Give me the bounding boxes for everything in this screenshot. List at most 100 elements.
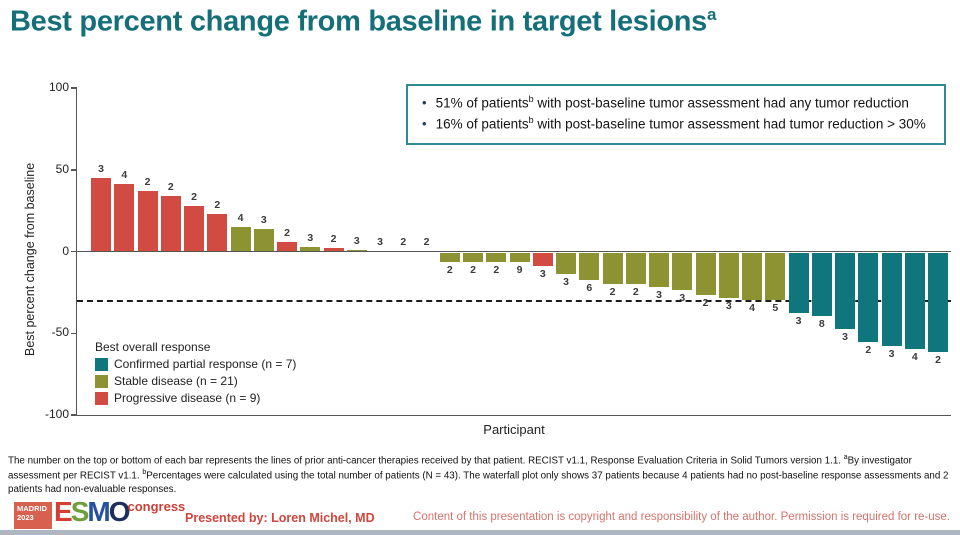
waterfall-bar	[928, 252, 948, 353]
text-segment: with post-baseline tumor assessment had …	[533, 95, 909, 111]
bar-prior-therapies-label: 2	[144, 176, 151, 188]
esmo-wordmark: ESMO	[54, 496, 130, 527]
bar-prior-therapies-label: 2	[214, 198, 221, 211]
bar-prior-therapies-label: 3	[679, 292, 686, 305]
bar-prior-therapies-label: 3	[888, 347, 895, 360]
bar-prior-therapies-label: 2	[191, 190, 197, 203]
waterfall-bar	[439, 252, 460, 263]
esmo-congress-logo: MADRID 2023 ESMO congress	[14, 498, 186, 529]
bar-prior-therapies-label: 3	[539, 267, 546, 280]
bar-prior-therapies-label: 2	[423, 235, 430, 248]
bar-prior-therapies-label: 2	[632, 285, 639, 298]
madrid-2023-badge: MADRID 2023	[14, 502, 52, 529]
text-segment: By investigator assessment per RECIST v1…	[8, 455, 912, 482]
y-tick-label: -100	[44, 407, 69, 421]
bar-prior-therapies-label: 3	[563, 275, 569, 288]
bar-prior-therapies-label: 2	[284, 226, 290, 239]
legend-title: Best overall response	[95, 340, 211, 354]
waterfall-bar	[881, 252, 902, 346]
bar-prior-therapies-label: 2	[330, 233, 337, 246]
waterfall-bar	[858, 252, 879, 343]
waterfall-bar	[346, 249, 367, 252]
esmo-letter: E	[54, 496, 73, 527]
waterfall-bar	[579, 252, 600, 281]
waterfall-bar	[184, 205, 204, 252]
y-tick-mark	[71, 414, 77, 416]
y-tick-label: 0	[62, 243, 69, 258]
badge-city: MADRID	[17, 504, 47, 513]
legend-swatch-teal	[95, 357, 108, 371]
y-tick-label: 50	[55, 161, 69, 176]
waterfall-bar	[463, 252, 483, 263]
bar-prior-therapies-label: 2	[935, 354, 941, 367]
text-segment: The number on the top or bottom of each …	[8, 455, 844, 467]
bar-prior-therapies-label: 5	[772, 301, 779, 314]
waterfall-bar	[625, 252, 646, 284]
waterfall-bar	[904, 252, 925, 349]
bar-prior-therapies-label: 3	[842, 331, 848, 344]
zero-baseline	[77, 250, 951, 253]
waterfall-bar	[835, 252, 855, 330]
legend-item-progressive-disease: Progressive disease (n = 9)	[95, 391, 296, 405]
bar-prior-therapies-label: 2	[400, 235, 407, 248]
key-results-callout: • 51% of patientsb with post-baseline tu…	[406, 84, 946, 145]
bar-prior-therapies-label: 8	[818, 318, 825, 331]
bar-prior-therapies-label: 2	[167, 180, 174, 193]
waterfall-bar	[114, 184, 135, 252]
superscript: a	[843, 454, 848, 461]
waterfall-bar	[160, 195, 181, 252]
page-title: Best percent change from baseline in tar…	[10, 5, 950, 39]
bar-prior-therapies-label: 3	[307, 231, 314, 244]
waterfall-bar	[300, 246, 321, 252]
bar-prior-therapies-label: 2	[493, 264, 500, 277]
superscript: b	[528, 94, 534, 104]
bar-prior-therapies-label: 3	[725, 300, 732, 313]
bullet-dot-icon: •	[422, 95, 427, 110]
presented-by-text: Presented by: Loren Michel, MD	[185, 511, 375, 525]
waterfall-bar	[207, 213, 228, 252]
copyright-notice: Content of this presentation is copyrigh…	[413, 511, 950, 523]
bar-prior-therapies-label: 4	[911, 350, 918, 363]
waterfall-bar	[602, 252, 623, 284]
bullet-dot-icon: •	[422, 116, 427, 132]
footnote-text: The number on the top or bottom of each …	[8, 453, 952, 497]
bar-prior-therapies-label: 2	[470, 264, 476, 277]
waterfall-bar	[486, 252, 507, 263]
legend: Best overall response Confirmed partial …	[95, 340, 296, 405]
bar-prior-therapies-label: 6	[586, 282, 593, 295]
legend-item-confirmed-partial-response: Confirmed partial response (n = 7)	[95, 357, 296, 371]
waterfall-bar	[509, 252, 530, 263]
bar-prior-therapies-label: 3	[260, 213, 267, 226]
legend-swatch-olive	[95, 374, 108, 388]
legend-label: Confirmed partial response (n = 7)	[114, 357, 297, 371]
bar-prior-therapies-label: 3	[795, 314, 802, 327]
badge-year: 2023	[17, 513, 34, 523]
y-tick-mark	[71, 250, 77, 253]
superscript: a	[707, 5, 717, 24]
waterfall-bar	[695, 252, 716, 295]
text-segment: with post-baseline tumor assessment had …	[533, 116, 926, 132]
x-axis-title: Participant	[483, 422, 545, 437]
superscript: b	[142, 468, 147, 476]
waterfall-chart: Best percent change from baseline Partic…	[23, 80, 951, 437]
bar-prior-therapies-label: 3	[377, 235, 383, 248]
y-tick-mark	[71, 169, 77, 171]
callout-bullet-2: • 16% of patientsb with post-baseline tu…	[422, 114, 934, 135]
text-segment: 16% of patients	[435, 116, 529, 132]
waterfall-bar	[253, 228, 274, 252]
waterfall-bar	[556, 252, 576, 274]
waterfall-bar	[742, 252, 762, 300]
waterfall-bar	[532, 252, 553, 266]
bar-prior-therapies-label: 4	[121, 169, 128, 182]
bar-prior-therapies-label: 3	[98, 162, 104, 175]
superscript: b	[528, 115, 534, 126]
legend-swatch-red	[95, 391, 108, 405]
bar-prior-therapies-label: 2	[609, 285, 616, 298]
legend-label: Progressive disease (n = 9)	[114, 391, 261, 405]
bar-prior-therapies-label: 9	[516, 264, 523, 277]
waterfall-bar	[811, 252, 832, 317]
y-tick-label: 100	[48, 80, 69, 94]
bar-prior-therapies-label: 4	[237, 211, 244, 224]
waterfall-bar	[91, 177, 111, 252]
text-segment: Percentages were calculated using the to…	[8, 470, 949, 495]
